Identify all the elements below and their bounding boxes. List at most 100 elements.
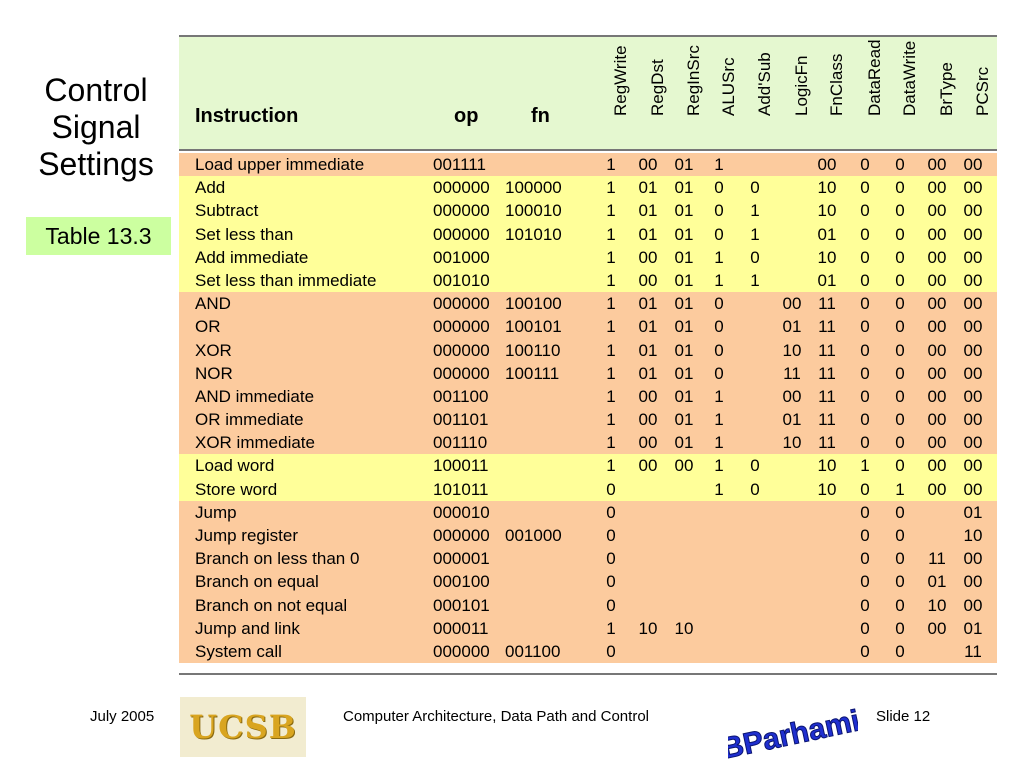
header-bottom-rule xyxy=(179,149,997,151)
signal-value: 01 xyxy=(782,410,802,430)
header-instruction: Instruction xyxy=(195,105,299,127)
signal-value: 00 xyxy=(963,178,983,198)
signal-value: 00 xyxy=(963,549,983,569)
table-row: Add 000000 100000 1 01 01 0 0 10 0 0 00 00 xyxy=(179,176,997,200)
op-code: 001010 xyxy=(433,270,490,290)
signal-value: 0 xyxy=(895,201,905,221)
signal-value: 11 xyxy=(818,340,836,360)
header-signal: Add'Sub xyxy=(741,41,774,136)
header-signal: ALUSrc xyxy=(705,41,738,136)
signature-logo: BParhami xyxy=(728,704,858,762)
signal-value: 10 xyxy=(817,247,837,267)
table-row: NOR 000000 100111 1 01 01 0 11 11 0 0 00 00 xyxy=(179,361,997,385)
signal-value: 01 xyxy=(674,247,694,267)
signal-value: 11 xyxy=(818,410,836,430)
signal-value: 0 xyxy=(860,270,870,290)
signal-value: 1 xyxy=(606,201,616,221)
signal-value: 00 xyxy=(927,317,947,337)
signal-value: 0 xyxy=(895,433,905,453)
signal-value: 00 xyxy=(963,294,983,314)
table-row: AND 000000 100100 1 01 01 0 00 11 0 0 00 00 xyxy=(179,292,997,316)
signal-value: 1 xyxy=(714,386,724,406)
signal-value: 1 xyxy=(714,155,724,174)
signal-value: 00 xyxy=(927,340,947,360)
signal-value: 1 xyxy=(714,433,724,453)
signal-value: 01 xyxy=(674,363,694,383)
header-signal-label: RegInSrc xyxy=(684,45,703,116)
instruction-name: OR xyxy=(195,317,221,337)
signal-value: 11 xyxy=(818,294,836,314)
signal-value: 00 xyxy=(638,386,658,406)
signal-value: 0 xyxy=(895,526,905,545)
signal-value: 0 xyxy=(714,363,724,383)
header-signal: RegInSrc xyxy=(670,41,703,136)
table-row: Branch on less than 0 000001 0 0 0 11 00 xyxy=(179,547,997,571)
signal-value: 0 xyxy=(860,526,870,545)
signal-value: 00 xyxy=(963,433,983,453)
header-signal-label: Add'Sub xyxy=(755,52,774,116)
signal-value: 01 xyxy=(638,340,658,360)
signal-value: 0 xyxy=(895,386,905,406)
signal-value: 00 xyxy=(927,433,947,453)
signal-value: 0 xyxy=(895,363,905,383)
table-tag: Table 13.3 xyxy=(26,217,171,255)
signal-value: 00 xyxy=(963,317,983,337)
signal-value: 01 xyxy=(674,433,694,453)
instruction-name: Load word xyxy=(195,456,275,476)
table-row: Branch on equal 000100 0 0 0 01 00 xyxy=(179,570,997,594)
signal-value: 0 xyxy=(714,340,724,360)
op-code: 101011 xyxy=(433,479,489,499)
signal-value: 0 xyxy=(895,502,905,522)
header-signal-label: DataWrite xyxy=(900,40,919,116)
ucsb-logo: UCSB xyxy=(180,697,306,757)
fn-code: 001000 xyxy=(505,526,562,545)
signal-value: 1 xyxy=(606,270,616,290)
header-signal-label: LogicFn xyxy=(792,55,811,116)
header-signal: DataRead xyxy=(851,39,884,136)
table-bottom-rule xyxy=(179,673,997,675)
header-signal-label: ALUSrc xyxy=(719,57,738,116)
signal-value: 00 xyxy=(927,479,947,499)
instruction-name: Jump and link xyxy=(195,618,300,638)
signal-value: 10 xyxy=(674,618,694,638)
footer-slide-number: Slide 12 xyxy=(876,708,931,725)
signal-value: 00 xyxy=(638,433,658,453)
signal-value: 0 xyxy=(860,247,870,267)
signal-value: 1 xyxy=(606,178,616,198)
op-code: 000101 xyxy=(433,595,490,615)
signal-value: 1 xyxy=(606,247,616,267)
signal-value: 00 xyxy=(927,247,947,267)
table-row: OR 000000 100101 1 01 01 0 01 11 0 0 00 00 xyxy=(179,315,997,339)
signal-value: 11 xyxy=(818,386,836,406)
instruction-name: System call xyxy=(195,641,282,661)
signal-value: 10 xyxy=(817,178,837,198)
signal-value: 1 xyxy=(606,386,616,406)
signal-value: 0 xyxy=(606,641,616,661)
signal-value: 1 xyxy=(606,618,616,638)
signal-value: 0 xyxy=(895,572,905,592)
slide-title: Control Signal Settings xyxy=(16,72,176,183)
signal-value: 01 xyxy=(674,340,694,360)
signal-value: 00 xyxy=(638,270,658,290)
op-code: 000000 xyxy=(433,317,490,337)
signal-value: 0 xyxy=(895,224,905,244)
signal-value: 0 xyxy=(860,572,870,592)
signal-value: 10 xyxy=(817,479,837,499)
signal-value: 01 xyxy=(674,294,694,314)
table-row: Jump 000010 0 0 0 01 xyxy=(179,500,997,524)
signal-value: 00 xyxy=(963,363,983,383)
signal-value: 00 xyxy=(927,178,947,198)
signal-value: 0 xyxy=(714,294,724,314)
instruction-name: AND immediate xyxy=(195,386,315,406)
header-signal: BrType xyxy=(923,41,956,136)
signal-value: 01 xyxy=(638,201,658,221)
signal-value: 11 xyxy=(818,433,836,453)
op-code: 001111 xyxy=(433,155,486,174)
fn-code: 101010 xyxy=(505,224,562,244)
signal-value: 0 xyxy=(860,502,870,522)
signal-value: 00 xyxy=(963,595,983,615)
signal-value: 0 xyxy=(860,641,870,661)
instruction-name: Add immediate xyxy=(195,247,309,267)
table-row: AND immediate 001100 1 00 01 1 00 11 0 0 00 00 xyxy=(179,384,997,409)
signal-value: 1 xyxy=(606,155,616,174)
